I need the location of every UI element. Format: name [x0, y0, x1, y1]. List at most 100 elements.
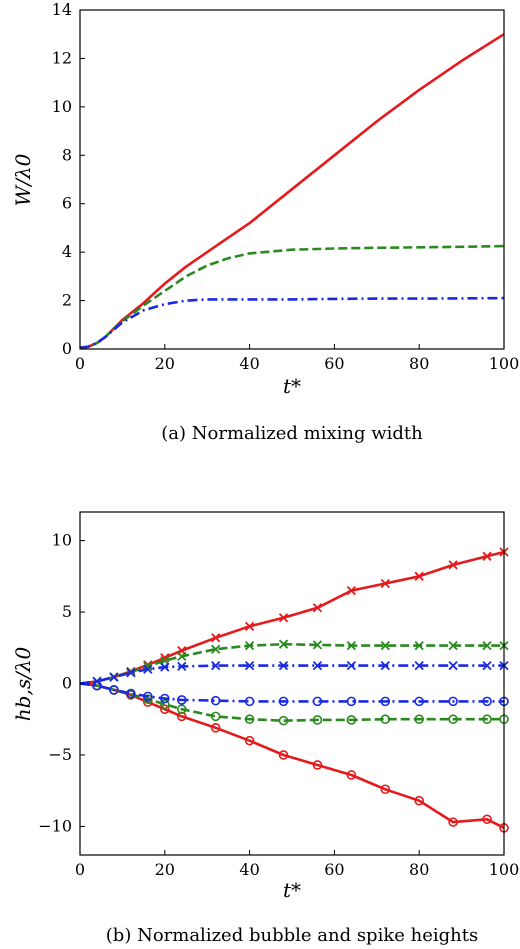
data-point-x [211, 633, 221, 643]
data-point-x [312, 603, 323, 613]
series-line-0 [79, 33, 505, 350]
data-point-x [380, 578, 390, 589]
series-line-5 [79, 682, 504, 703]
data-point-o [210, 695, 221, 706]
data-point-o [380, 714, 391, 725]
data-point-x [312, 640, 323, 650]
y-tick-label: 10 [52, 531, 72, 550]
x-tick-label: 40 [239, 354, 259, 373]
data-point-o [448, 817, 458, 827]
data-point-x [346, 660, 356, 671]
y-tick-label: 2 [62, 291, 72, 310]
data-point-x [448, 560, 458, 570]
data-point-x [177, 651, 187, 661]
y-tick-label: 5 [62, 602, 72, 621]
data-point-x [414, 640, 424, 651]
caption-b: (b) Normalized bubble and spike heights [106, 925, 478, 946]
data-point-o [92, 680, 102, 691]
data-point-x [278, 613, 289, 623]
data-point-x [160, 662, 170, 672]
panel-b-bubble-spike-heights: 0 20 40 60 80 100 −10 −5 0 5 10 t* hb,s/λ0 (b) Nor… [11, 511, 519, 946]
data-point-x [244, 640, 255, 651]
data-point-o [448, 714, 458, 725]
data-point-o [482, 814, 492, 825]
data-point-o [160, 699, 170, 710]
y-tick-label: −5 [48, 745, 72, 764]
data-point-o [414, 696, 425, 707]
x-tick-label: 40 [239, 860, 259, 879]
data-point-x [278, 639, 289, 649]
data-point-x [126, 668, 136, 678]
series-lines [79, 33, 505, 350]
data-point-x [346, 640, 356, 651]
series-line-2 [79, 296, 505, 350]
data-point-o [482, 714, 492, 725]
data-point-o [380, 784, 391, 795]
data-point-o [109, 685, 119, 695]
data-point-x [211, 644, 221, 654]
data-point-o [346, 770, 357, 780]
y-tick-label: 6 [62, 194, 72, 213]
y-tick-label: −10 [38, 816, 72, 835]
data-point-o [278, 715, 289, 726]
data-point-x [143, 664, 153, 674]
data-point-o [414, 714, 425, 725]
data-point-o [210, 723, 221, 733]
data-point-x [244, 621, 255, 631]
data-point-x [278, 660, 289, 671]
data-point-x [448, 660, 458, 671]
x-tick-label: 0 [75, 860, 85, 879]
x-tick-label: 60 [324, 354, 344, 373]
data-point-x [482, 660, 492, 671]
data-point-o [448, 696, 458, 707]
data-point-o [176, 711, 187, 722]
series-line-1 [79, 682, 505, 829]
x-tick-label: 20 [155, 860, 175, 879]
plot-frame [79, 511, 505, 856]
data-point-o [482, 696, 492, 707]
data-point-o [160, 704, 170, 715]
y-tick-label: 14 [52, 0, 72, 19]
data-point-x [109, 672, 119, 682]
series-lines [79, 547, 509, 833]
data-point-o [210, 711, 221, 722]
x-tick-label: 0 [75, 354, 85, 373]
series-line-4 [79, 664, 504, 685]
panel-a-mixing-width: 0 20 40 60 80 100 0 2 4 6 8 10 12 14 t* W/λ0 (a) Norm… [11, 0, 519, 444]
data-point-x [414, 571, 424, 581]
data-point-o [244, 735, 255, 746]
x-axis-label: t* [283, 878, 301, 902]
x-tick-label: 100 [489, 860, 520, 879]
data-point-o [312, 715, 323, 725]
data-point-o [160, 693, 170, 704]
y-axis-label: W/λ0 [11, 153, 35, 206]
data-point-o [346, 715, 357, 725]
y-tick-label: 8 [62, 145, 72, 164]
data-point-x [244, 660, 255, 671]
data-point-o [346, 696, 357, 707]
data-point-o [126, 688, 136, 699]
data-point-o [278, 696, 289, 707]
data-point-o [244, 696, 255, 707]
data-point-x [380, 660, 390, 671]
plot-frame [79, 9, 505, 350]
axis-ticks: 0 20 40 60 80 100 −10 −5 0 5 10 [38, 531, 519, 879]
series-line-2 [79, 642, 504, 685]
data-point-o [176, 704, 187, 715]
y-axis-label: hb,s/λ0 [11, 647, 35, 722]
data-point-o [143, 691, 153, 702]
x-tick-label: 60 [324, 860, 344, 879]
x-axis-label: t* [283, 374, 301, 398]
x-tick-label: 80 [409, 860, 429, 879]
y-tick-label: 12 [52, 48, 72, 67]
data-point-x [211, 660, 221, 671]
data-point-o [312, 696, 323, 707]
data-point-x [482, 640, 492, 651]
series-line-0 [79, 550, 505, 685]
data-point-o [176, 695, 187, 705]
data-point-x [448, 640, 458, 651]
data-point-x [380, 640, 390, 651]
data-point-x [312, 660, 323, 671]
data-point-o [414, 795, 425, 806]
